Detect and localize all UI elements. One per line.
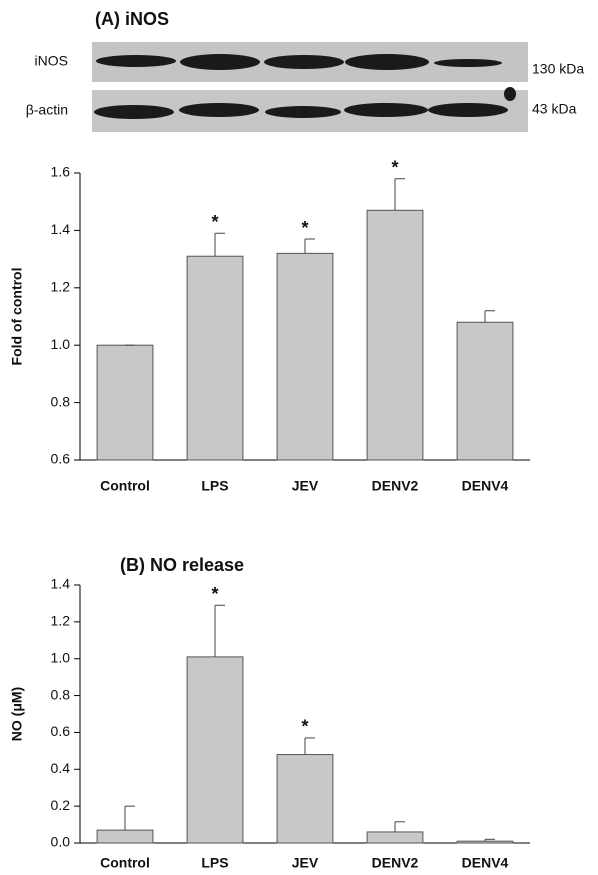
x-tick-label: Control [100, 855, 150, 871]
error-bar [395, 822, 405, 832]
x-tick-label: Control [100, 478, 150, 494]
blot-size: 43 kDa [532, 101, 577, 117]
y-tick-label: 0.8 [51, 393, 71, 409]
x-tick-label: JEV [292, 478, 319, 494]
bar [457, 841, 513, 843]
error-bar [395, 179, 405, 211]
x-tick-label: JEV [292, 855, 319, 871]
y-tick-label: 0.2 [51, 797, 71, 813]
blot-label: iNOS [35, 53, 68, 69]
significance-marker: * [301, 218, 308, 238]
bar [277, 755, 333, 843]
x-tick-label: DENV2 [372, 478, 419, 494]
chart-title: (B) NO release [120, 555, 244, 575]
x-tick-label: LPS [201, 855, 228, 871]
x-tick-label: DENV2 [372, 855, 419, 871]
chart-title: (A) iNOS [95, 9, 169, 29]
x-tick-label: DENV4 [462, 478, 509, 494]
bar [277, 253, 333, 460]
figure: iNOS β-actin 130 kDa 43 kDa (A) iNOS Fold… [0, 0, 598, 875]
bar [187, 657, 243, 843]
bar [367, 832, 423, 843]
y-axis-label: Fold of control [9, 268, 25, 366]
error-bar [215, 605, 225, 657]
x-tick-label: LPS [201, 478, 228, 494]
y-tick-label: 1.0 [51, 336, 71, 352]
bar [457, 322, 513, 460]
y-tick-label: 1.2 [51, 279, 71, 295]
bar [367, 210, 423, 460]
significance-marker: * [391, 157, 398, 177]
bands [94, 54, 516, 119]
x-tick-label: DENV4 [462, 855, 509, 871]
western-blot: iNOS β-actin 130 kDa 43 kDa [26, 42, 585, 132]
y-tick-label: 0.4 [51, 760, 71, 776]
y-tick-label: 0.8 [51, 686, 71, 702]
blot-size: 130 kDa [532, 61, 584, 77]
bar [187, 256, 243, 460]
y-tick-label: 1.4 [51, 221, 71, 237]
significance-marker: * [211, 584, 218, 604]
y-tick-label: 0.0 [51, 834, 71, 850]
error-bar [305, 239, 315, 253]
significance-marker: * [211, 212, 218, 232]
blot-label: β-actin [26, 102, 68, 118]
y-tick-label: 1.2 [51, 613, 71, 629]
error-bar [215, 233, 225, 256]
y-tick-label: 1.6 [51, 164, 71, 180]
error-bar [305, 738, 315, 755]
y-tick-label: 0.6 [51, 723, 71, 739]
y-tick-label: 1.4 [51, 576, 71, 592]
y-tick-label: 1.0 [51, 649, 71, 665]
error-bar [125, 806, 135, 830]
significance-marker: * [301, 717, 308, 737]
y-tick-label: 0.6 [51, 451, 71, 467]
bar [97, 830, 153, 843]
y-axis-label: NO (μM) [9, 687, 25, 741]
bar [97, 345, 153, 460]
error-bar [485, 311, 495, 322]
